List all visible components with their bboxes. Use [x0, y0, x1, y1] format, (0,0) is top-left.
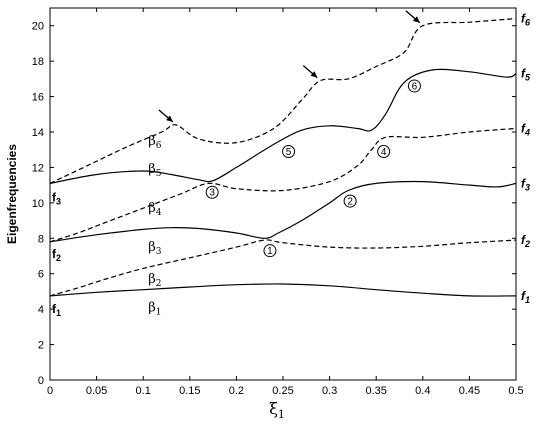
right-mode-label-main: f — [521, 176, 526, 190]
crossing-marker — [343, 194, 357, 208]
right-mode-label-main: f — [521, 233, 526, 247]
beta-label: β6 — [148, 134, 162, 151]
beta-label: β3 — [148, 240, 162, 257]
beta-label-sub: 4 — [156, 208, 162, 218]
x-tick-label: 0.1 — [136, 385, 151, 397]
beta-label: β2 — [148, 272, 161, 289]
beta-label-sub: 5 — [156, 169, 162, 179]
right-mode-label: f4 — [521, 121, 530, 137]
y-tick-label: 12 — [32, 162, 44, 174]
y-tick-label: 14 — [32, 127, 44, 139]
left-mode-label: f2 — [52, 247, 61, 263]
left-mode-label-sub: 1 — [56, 308, 61, 318]
left-mode-label-main: f — [52, 191, 57, 205]
y-axis-label: Eigenfrequencies — [5, 144, 19, 244]
plot-frame — [49, 7, 517, 381]
x-tick-label: 0.5 — [508, 385, 523, 397]
right-mode-label-sub: 5 — [525, 73, 531, 83]
crossing-marker-label: 1 — [267, 246, 273, 257]
beta-label: β1 — [148, 300, 161, 317]
y-tick-label: 16 — [32, 92, 44, 104]
arrow-head — [413, 16, 420, 23]
right-mode-label-main: f — [521, 12, 526, 26]
x-tick-label: 0.25 — [272, 385, 293, 397]
beta-label-main: β — [148, 201, 156, 216]
series-line-6 — [49, 18, 517, 184]
left-mode-label: f1 — [52, 302, 61, 318]
beta-label-sub: 6 — [156, 141, 162, 151]
y-tick-label: 8 — [38, 233, 44, 245]
axis-ticks: 0 0.05 0.1 0.15 0.2 0.25 0.3 0.35 0.4 0.45 0.5 0 2 4 6… — [32, 8, 524, 397]
crossing-marker — [407, 79, 421, 93]
right-mode-label-sub: 3 — [525, 182, 530, 192]
right-mode-label-main: f — [521, 289, 526, 303]
crossing-marker-label: 2 — [347, 197, 353, 208]
y-tick-label: 0 — [38, 375, 44, 387]
left-mode-label-main: f — [52, 302, 57, 316]
series-line-1 — [49, 283, 517, 297]
beta-label-sub: 3 — [156, 247, 162, 257]
x-tick-label: 0.4 — [415, 385, 430, 397]
left-mode-label-main: f — [52, 247, 57, 261]
series-lines — [49, 18, 517, 297]
right-mode-label: f5 — [521, 67, 531, 83]
x-tick-label: 0.45 — [459, 385, 480, 397]
left-mode-label-sub: 3 — [56, 197, 61, 207]
right-mode-label-sub: 2 — [524, 239, 530, 249]
y-tick-label: 2 — [38, 340, 44, 352]
series-line-3 — [49, 180, 517, 243]
beta-label-main: β — [148, 240, 156, 255]
beta-label-main: β — [148, 272, 156, 287]
right-mode-label: f6 — [521, 12, 531, 28]
y-tick-label: 20 — [32, 21, 44, 33]
beta-label-main: β — [148, 300, 156, 315]
y-tick-label: 6 — [38, 269, 44, 281]
beta-label-main: β — [148, 162, 156, 177]
right-mode-label: f1 — [521, 289, 530, 305]
beta-label: β4 — [148, 201, 162, 218]
x-tick-label: 0 — [47, 385, 53, 397]
crossing-marker-label: 5 — [286, 147, 292, 158]
series-line-5 — [49, 68, 517, 184]
crossing-marker-label: 3 — [209, 188, 215, 199]
right-mode-label: f2 — [521, 233, 530, 249]
crossing-marker — [377, 144, 391, 158]
x-axis-label-main: ξ — [269, 399, 278, 418]
x-tick-label: 0.05 — [86, 385, 107, 397]
arrow-head — [166, 115, 173, 122]
x-tick-label: 0.15 — [179, 385, 200, 397]
y-tick-label: 10 — [32, 198, 44, 210]
x-axis-label: ξ1 — [269, 399, 285, 421]
crossing-marker-label: 4 — [381, 147, 387, 158]
y-tick-label: 18 — [32, 56, 44, 68]
right-mode-label-main: f — [521, 121, 526, 135]
right-mode-label-sub: 4 — [524, 127, 530, 137]
beta-label-sub: 1 — [156, 307, 162, 317]
series-line-2 — [49, 239, 517, 297]
right-mode-label-sub: 1 — [525, 295, 530, 305]
arrow-head — [310, 71, 318, 78]
beta-label-main: β — [148, 134, 156, 149]
x-tick-label: 0.3 — [322, 385, 337, 397]
right-mode-label-sub: 6 — [525, 18, 531, 28]
series-line-4 — [49, 127, 517, 243]
crossing-marker — [263, 244, 277, 258]
crossing-marker-label: 6 — [412, 81, 418, 92]
right-mode-label: f3 — [521, 176, 530, 192]
right-mode-label-main: f — [521, 67, 526, 81]
beta-label-sub: 2 — [156, 279, 162, 289]
x-tick-label: 0.2 — [229, 385, 244, 397]
x-axis-label-sub: 1 — [278, 408, 285, 421]
left-mode-label-sub: 2 — [56, 253, 61, 263]
beta-label: β5 — [148, 162, 162, 179]
left-mode-label: f3 — [52, 191, 61, 207]
crossing-marker — [282, 144, 296, 158]
crossing-marker — [205, 185, 219, 199]
y-tick-label: 4 — [38, 304, 44, 316]
x-tick-label: 0.35 — [365, 385, 386, 397]
